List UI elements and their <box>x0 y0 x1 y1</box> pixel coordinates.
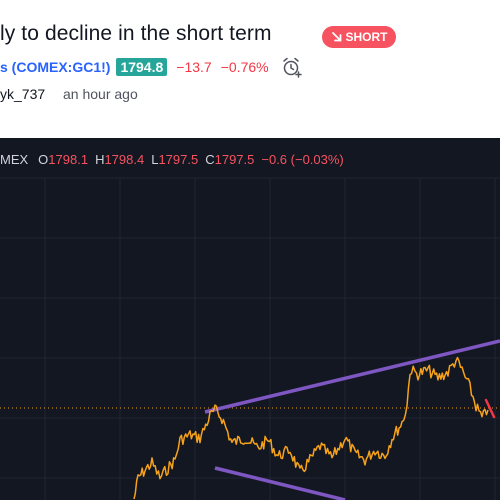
short-badge-label: SHORT <box>345 30 388 44</box>
legend-change: −0.6 (−0.03%) <box>261 152 344 167</box>
close-value: 1797.5 <box>214 152 255 167</box>
ohlc-legend: MEX O 1798.1 H 1798.4 L 1797.5 C 1797.5 −0.6… <box>0 152 351 167</box>
price-chart[interactable]: MEX O 1798.1 H 1798.4 L 1797.5 C 1797.5 −0.6… <box>0 138 500 500</box>
symbol-link[interactable]: s (COMEX:GC1!) <box>0 59 111 75</box>
chart-canvas[interactable] <box>0 138 500 500</box>
author-name[interactable]: yk_737 <box>0 86 46 102</box>
arrow-down-right-icon <box>331 31 343 43</box>
high-label: H <box>95 152 105 167</box>
idea-header: ly to decline in the short term SHORT s … <box>0 0 500 138</box>
alarm-clock-plus-icon[interactable] <box>281 56 303 78</box>
author-row: yk_737 an hour ago <box>0 86 138 102</box>
publish-time: an hour ago <box>63 86 138 102</box>
symbol-row: s (COMEX:GC1!) 1794.8 −13.7 −0.76% <box>0 56 303 78</box>
exchange-label: MEX <box>0 152 29 167</box>
idea-title: ly to decline in the short term <box>0 22 272 45</box>
open-label: O <box>38 152 49 167</box>
short-projection-arrow <box>484 398 496 419</box>
low-label: L <box>151 152 159 167</box>
low-value: 1797.5 <box>158 152 199 167</box>
last-price-badge: 1794.8 <box>116 58 168 76</box>
close-label: C <box>205 152 215 167</box>
short-badge: SHORT <box>322 26 396 48</box>
chart-grid <box>0 177 500 500</box>
price-change: −13.7 <box>176 59 212 75</box>
price-series-line <box>133 356 489 500</box>
lower-trend-line <box>214 466 346 500</box>
price-change-percent: −0.76% <box>220 59 269 75</box>
high-value: 1798.4 <box>104 152 145 167</box>
upper-trend-line <box>204 339 500 414</box>
open-value: 1798.1 <box>48 152 89 167</box>
